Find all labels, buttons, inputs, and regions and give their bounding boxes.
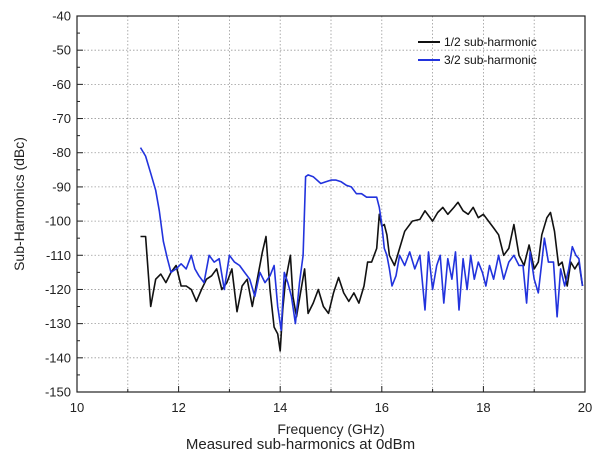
legend-label-half: 1/2 sub-harmonic — [444, 35, 537, 49]
x-tick-label: 18 — [476, 400, 490, 415]
legend-label-three-halves: 3/2 sub-harmonic — [444, 53, 537, 67]
x-tick-label: 14 — [273, 400, 287, 415]
y-tick-label: -40 — [52, 9, 71, 24]
y-tick-label: -100 — [45, 214, 71, 229]
series-line-half — [140, 201, 584, 352]
legend: 1/2 sub-harmonic 3/2 sub-harmonic — [418, 35, 537, 67]
tick-labels: 10 12 14 16 18 20 -150 -140 -130 -120 -110 -100 -90 -… — [45, 9, 592, 416]
x-tick-label: 12 — [171, 400, 185, 415]
ticks — [76, 15, 586, 393]
x-tick-label: 16 — [375, 400, 389, 415]
y-tick-label: -120 — [45, 282, 71, 297]
series-line-three-halves — [139, 147, 584, 332]
y-tick-label: -50 — [52, 43, 71, 58]
y-tick-label: -70 — [52, 111, 71, 126]
y-tick-label: -80 — [52, 145, 71, 160]
series-layer — [139, 147, 584, 352]
x-axis-title: Frequency (GHz) — [277, 421, 384, 437]
y-tick-label: -150 — [45, 385, 71, 400]
grid — [77, 16, 585, 392]
y-tick-label: -140 — [45, 350, 71, 365]
figure-caption: Measured sub-harmonics at 0dBm — [185, 436, 416, 453]
y-tick-label: -90 — [52, 179, 71, 194]
y-tick-label: -130 — [45, 316, 71, 331]
x-tick-label: 20 — [578, 400, 592, 415]
y-tick-label: -110 — [46, 248, 71, 263]
x-tick-label: 10 — [70, 400, 84, 415]
y-axis-title: Sub-Harmonics (dBc) — [11, 137, 27, 271]
y-tick-label: -60 — [52, 77, 71, 92]
